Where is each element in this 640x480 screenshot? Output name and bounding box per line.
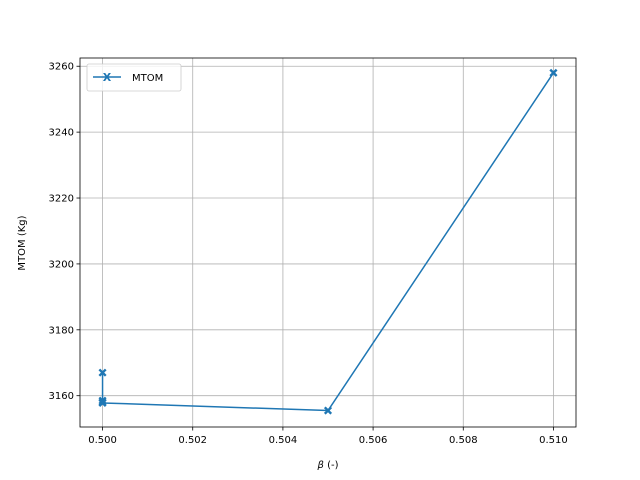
y-axis-ticks: 3160 3180 3200 3220 3240 3260 [49,62,80,402]
y-axis-label: MTOM (Kg) [17,215,28,270]
data-point-marker [323,406,333,415]
x-tick-label: 0.500 [88,435,117,446]
x-tick-label: 0.504 [269,435,298,446]
legend-marker-mtom: X [103,71,112,84]
x-tick-label: 0.502 [178,435,207,446]
x-axis-label-symbol: β [317,460,325,471]
y-tick-label: 3160 [49,391,74,402]
marker-stroke [549,68,558,77]
marker-stroke [98,368,107,377]
legend-label-mtom: MTOM [132,73,163,84]
x-axis-ticks: 0.500 0.502 0.504 0.506 0.508 0.510 [88,427,568,446]
legend: X MTOM [86,63,182,92]
plot-frame [79,57,577,428]
y-tick-label: 3200 [49,259,74,270]
y-tick-label: 3220 [49,194,74,205]
marker-stroke [98,398,107,407]
x-tick-label: 0.506 [359,435,388,446]
x-axis-label: β (-) [317,460,339,471]
y-tick-label: 3180 [49,325,74,336]
marker-stroke [323,406,333,415]
grid-lines [80,58,576,427]
x-tick-label: 0.508 [449,435,478,446]
data-point-marker [98,398,107,407]
y-tick-label: 3240 [49,128,74,139]
x-tick-label: 0.510 [539,435,568,446]
data-point-marker [549,68,558,77]
legend-box [86,63,182,92]
x-axis-label-unit: (-) [324,460,339,471]
y-tick-label: 3260 [49,62,74,73]
data-point-marker [98,368,107,377]
series-layer [98,68,558,415]
